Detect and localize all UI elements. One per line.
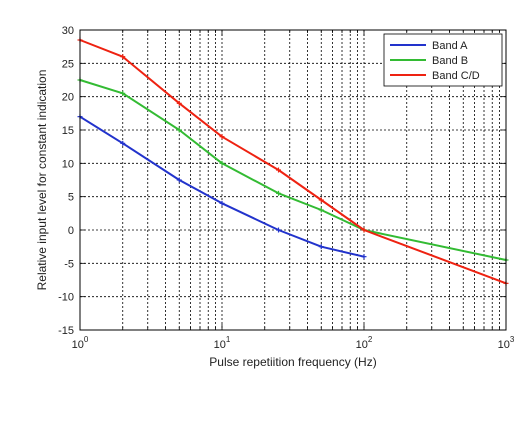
- y-tick-label: 0: [68, 225, 74, 237]
- grid: [80, 30, 506, 330]
- x-tick-label: 103: [498, 335, 515, 351]
- legend-label: Band C/D: [432, 70, 480, 82]
- y-tick-label: 5: [68, 192, 74, 204]
- x-tick-label: 102: [356, 335, 373, 351]
- y-tick-label: 25: [62, 58, 74, 70]
- legend: Band A Band B Band C/D: [383, 33, 503, 87]
- legend-label: Band A: [432, 40, 468, 52]
- y-tick-label: 20: [62, 92, 74, 104]
- axis-ticks: -15 -10 -5 0 5 10 15 20 25 30 100 101 102 103: [58, 25, 515, 351]
- y-tick-label: 15: [62, 125, 74, 137]
- x-tick-label: 101: [214, 335, 231, 351]
- plot-frame: [79, 29, 507, 331]
- y-axis-label: Relative input level for constant indica…: [35, 70, 49, 291]
- y-tick-label: -15: [58, 325, 74, 337]
- y-tick-label: -10: [58, 292, 74, 304]
- x-tick-label: 100: [72, 335, 89, 351]
- series-lines: [77, 37, 509, 286]
- y-tick-label: 10: [62, 158, 74, 170]
- y-tick-label: 30: [62, 25, 74, 37]
- series-line-3: [79, 39, 507, 285]
- y-tick-label: -5: [64, 258, 74, 270]
- x-axis-label: Pulse repetiition frequency (Hz): [209, 355, 376, 369]
- series-line-2: [79, 79, 507, 261]
- legend-label: Band B: [432, 55, 468, 67]
